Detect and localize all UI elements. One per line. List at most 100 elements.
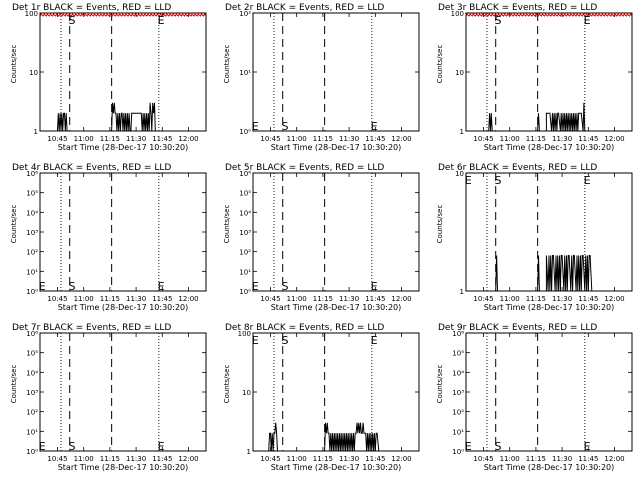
start-marker: S: [494, 14, 501, 27]
x-tick-label: 12:00: [391, 455, 411, 463]
end-marker: E: [158, 280, 165, 293]
plot-frame: [39, 12, 207, 132]
panel-title: Det 9r BLACK = Events, RED = LLD: [438, 323, 597, 333]
x-tick-label: 10:45: [47, 135, 67, 143]
x-tick-label: 11:30: [552, 135, 572, 143]
y-tick-label: 10¹: [452, 428, 464, 436]
x-tick-label: 11:15: [313, 135, 333, 143]
x-tick-label: 10:45: [47, 455, 67, 463]
x-tick-label: 12:00: [178, 135, 198, 143]
panel-title: Det 8r BLACK = Events, RED = LLD: [225, 323, 384, 333]
y-tick-label: 10³: [26, 389, 38, 397]
end-marker: E: [584, 174, 591, 187]
y-tick-label: 10⁴: [452, 369, 464, 377]
x-tick-label: 11:00: [74, 135, 94, 143]
start-marker: S: [494, 174, 501, 187]
x-tick-label: 11:00: [287, 455, 307, 463]
x-tick-label: 12:00: [604, 295, 624, 303]
x-tick-label: 10:45: [260, 135, 280, 143]
x-tick-label: 11:45: [152, 455, 172, 463]
end-marker: E: [371, 120, 378, 133]
y-axis-label: Counts/sec: [223, 365, 231, 404]
x-tick-label: 11:15: [100, 295, 120, 303]
x-tick-label: 10:45: [260, 455, 280, 463]
y-axis-label: Counts/sec: [223, 45, 231, 84]
detector-panel-2: Det 2r BLACK = Events, RED = LLD Counts/s…: [223, 3, 420, 152]
x-tick-label: 11:15: [313, 455, 333, 463]
y-tick-label: 10³: [239, 229, 251, 237]
y-axis-label: Counts/sec: [10, 205, 18, 244]
x-axis-label: Start Time (28-Dec-17 10:30:20): [271, 463, 402, 472]
y-tick-label: 1: [460, 128, 464, 136]
y-tick-label: 10³: [452, 389, 464, 397]
end-marker: E: [39, 280, 46, 293]
y-tick-label: 10⁰: [26, 448, 38, 456]
x-tick-label: 10:45: [473, 295, 493, 303]
y-tick-label: 10¹: [26, 268, 38, 276]
x-tick-label: 11:15: [526, 135, 546, 143]
lld-rate-line: [465, 13, 633, 17]
detector-panel-3: Det 3r BLACK = Events, RED = LLD Counts/s…: [436, 3, 633, 152]
panel-title: Det 1r BLACK = Events, RED = LLD: [12, 3, 171, 13]
y-tick-label: 10: [29, 69, 38, 77]
plot-frame: [39, 332, 207, 452]
x-tick-label: 10:45: [47, 295, 67, 303]
start-marker: S: [281, 120, 288, 133]
x-tick-label: 11:45: [578, 455, 598, 463]
y-axis-label: Counts/sec: [223, 205, 231, 244]
end-marker: E: [371, 334, 378, 347]
end-marker: E: [158, 440, 165, 453]
y-tick-label: 10⁶: [452, 330, 464, 338]
x-tick-label: 11:30: [339, 135, 359, 143]
start-marker: S: [68, 440, 75, 453]
y-tick-label: 100: [238, 330, 251, 338]
x-tick-label: 11:45: [578, 135, 598, 143]
detector-panel-5: Det 5r BLACK = Events, RED = LLD Counts/s…: [223, 163, 420, 312]
end-marker: E: [252, 334, 259, 347]
x-tick-label: 11:00: [500, 135, 520, 143]
x-tick-label: 11:15: [313, 295, 333, 303]
panel-title: Det 2r BLACK = Events, RED = LLD: [225, 3, 384, 13]
y-axis-label: Counts/sec: [10, 365, 18, 404]
panel-title: Det 7r BLACK = Events, RED = LLD: [12, 323, 171, 333]
x-tick-label: 11:45: [152, 295, 172, 303]
x-tick-label: 11:45: [152, 135, 172, 143]
y-tick-label: 1: [34, 128, 38, 136]
plot-frame: [465, 12, 633, 132]
x-tick-label: 11:45: [365, 455, 385, 463]
x-tick-label: 11:30: [126, 455, 146, 463]
x-tick-label: 10:45: [473, 135, 493, 143]
x-axis-label: Start Time (28-Dec-17 10:30:20): [271, 143, 402, 152]
y-tick-label: 10⁶: [26, 170, 38, 178]
y-tick-label: 100: [451, 10, 464, 18]
y-tick-label: 10²: [452, 409, 464, 417]
y-axis-label: Counts/sec: [10, 45, 18, 84]
y-tick-label: 10⁶: [26, 330, 38, 338]
plot-frame: [252, 172, 420, 292]
y-tick-label: 10⁵: [26, 350, 38, 358]
end-marker: E: [252, 120, 259, 133]
x-tick-label: 11:00: [74, 295, 94, 303]
start-marker: S: [281, 280, 288, 293]
y-tick-label: 100: [25, 10, 38, 18]
x-tick-label: 11:15: [100, 455, 120, 463]
y-tick-label: 10⁴: [26, 369, 38, 377]
y-tick-label: 10: [242, 389, 251, 397]
x-tick-label: 11:30: [126, 135, 146, 143]
x-axis-label: Start Time (28-Dec-17 10:30:20): [484, 463, 615, 472]
y-tick-label: 10⁴: [26, 209, 38, 217]
x-tick-label: 11:00: [287, 295, 307, 303]
panel-title: Det 6r BLACK = Events, RED = LLD: [438, 163, 597, 173]
x-tick-label: 11:30: [552, 455, 572, 463]
plot-frame: [465, 172, 633, 292]
x-tick-label: 12:00: [391, 135, 411, 143]
y-tick-label: 10⁰: [26, 288, 38, 296]
end-marker: E: [465, 440, 472, 453]
y-tick-label: 10¹: [26, 428, 38, 436]
x-tick-label: 10:45: [473, 455, 493, 463]
detector-panel-9: Det 9r BLACK = Events, RED = LLD Counts/s…: [436, 323, 633, 472]
y-axis-label: Counts/sec: [436, 205, 444, 244]
y-tick-label: 10²: [239, 249, 251, 257]
y-tick-label: 10: [455, 69, 464, 77]
y-tick-label: 10⁰: [239, 128, 251, 136]
